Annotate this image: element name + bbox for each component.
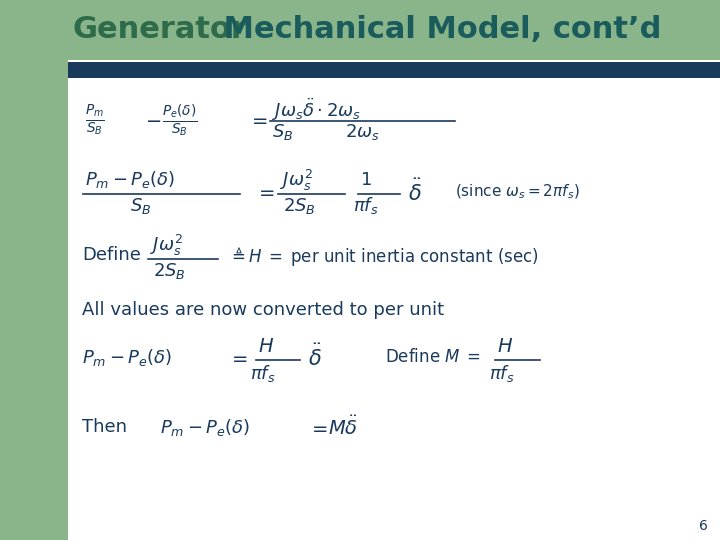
Bar — [0, 0, 720, 60]
Text: $H$: $H$ — [497, 336, 513, 355]
Text: Define: Define — [82, 246, 141, 264]
Text: (since $\omega_s = 2\pi f_s$): (since $\omega_s = 2\pi f_s$) — [455, 183, 580, 201]
Text: $2S_B$: $2S_B$ — [283, 196, 316, 216]
Text: Then: Then — [82, 418, 127, 436]
Text: $\pi f_s$: $\pi f_s$ — [489, 362, 515, 383]
Bar — [68, 78, 720, 540]
Text: $J\omega_s^2$: $J\omega_s^2$ — [280, 167, 313, 193]
Bar — [68, 62, 720, 78]
Text: $=$: $=$ — [228, 348, 248, 367]
Bar — [0, 0, 68, 540]
Text: $=$: $=$ — [255, 183, 275, 201]
Text: Mechanical Model, cont’d: Mechanical Model, cont’d — [213, 16, 662, 44]
Text: $\pi f_s$: $\pi f_s$ — [250, 362, 276, 383]
Text: $-$: $-$ — [145, 111, 161, 130]
Text: Generator: Generator — [72, 16, 246, 44]
Text: $\ddot{\delta}$: $\ddot{\delta}$ — [408, 179, 422, 205]
Text: $2S_B$: $2S_B$ — [153, 261, 186, 281]
Text: $P_m - P_e(\delta)$: $P_m - P_e(\delta)$ — [85, 170, 175, 191]
Text: $S_B$: $S_B$ — [130, 196, 151, 216]
Text: All values are now converted to per unit: All values are now converted to per unit — [82, 301, 444, 319]
Text: $=$: $=$ — [308, 417, 328, 436]
Text: Define $M\;=$: Define $M\;=$ — [385, 348, 481, 366]
Text: $J\omega_s\ddot{\delta}\cdot 2\omega_s$: $J\omega_s\ddot{\delta}\cdot 2\omega_s$ — [272, 97, 361, 123]
Text: $J\omega_s^2$: $J\omega_s^2$ — [150, 232, 183, 258]
Text: $\frac{P_m}{S_B}$: $\frac{P_m}{S_B}$ — [85, 103, 105, 137]
Text: $S_B \qquad\quad 2\omega_s$: $S_B \qquad\quad 2\omega_s$ — [272, 122, 380, 142]
Text: $\pi f_s$: $\pi f_s$ — [353, 195, 379, 217]
Text: $=$: $=$ — [248, 111, 268, 130]
Text: $P_m - P_e(\delta)$: $P_m - P_e(\delta)$ — [160, 416, 251, 437]
Text: $\triangleq H\;=\;$per unit inertia constant (sec): $\triangleq H\;=\;$per unit inertia cons… — [228, 246, 539, 268]
Text: $\frac{P_e(\delta)}{S_B}$: $\frac{P_e(\delta)}{S_B}$ — [162, 102, 197, 138]
Text: $1$: $1$ — [360, 171, 372, 189]
Text: $\ddot{\delta}$: $\ddot{\delta}$ — [308, 344, 322, 370]
Text: $M\ddot{\delta}$: $M\ddot{\delta}$ — [328, 415, 358, 439]
Text: 6: 6 — [698, 519, 708, 533]
Text: $H$: $H$ — [258, 336, 274, 355]
Text: $P_m - P_e(\delta)$: $P_m - P_e(\delta)$ — [82, 347, 172, 368]
